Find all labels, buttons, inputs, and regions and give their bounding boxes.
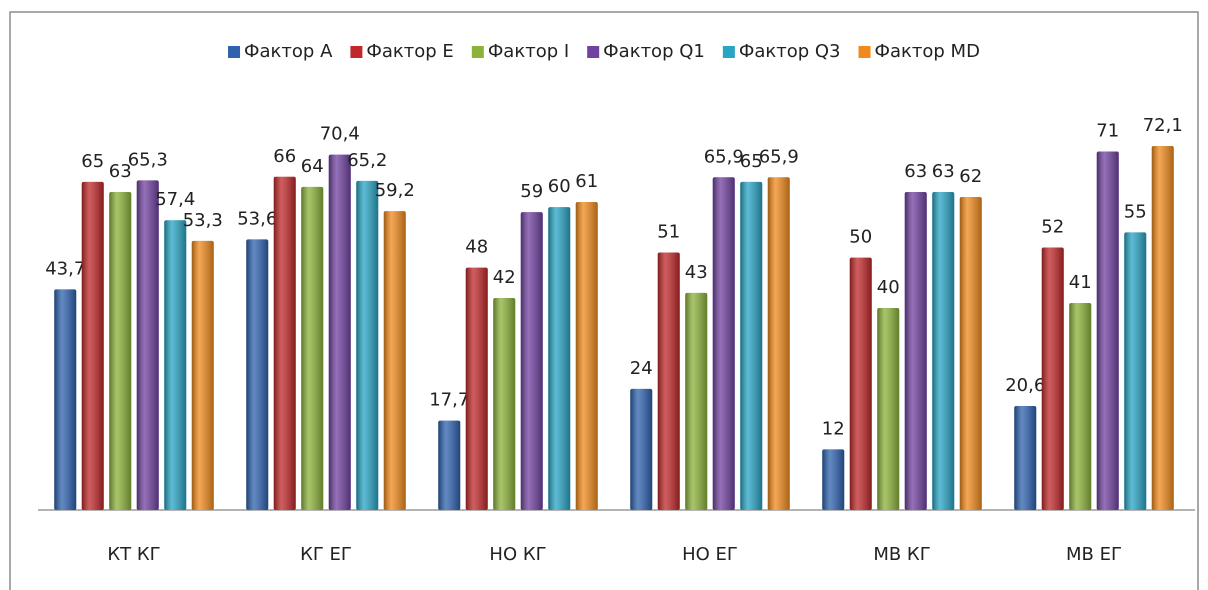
data-label: 70,4: [320, 124, 360, 145]
data-label: 55: [1124, 201, 1147, 222]
data-label: 65,9: [704, 146, 744, 167]
bar-shade: [493, 297, 516, 510]
legend-label: Фактор A: [244, 41, 333, 62]
bar-shade: [356, 180, 379, 510]
data-label: 12: [822, 418, 845, 439]
data-label: 53,6: [237, 208, 277, 229]
data-label: 65: [740, 151, 763, 172]
bar-shade: [273, 176, 296, 510]
data-label: 50: [849, 227, 872, 248]
data-label: 52: [1041, 216, 1064, 237]
data-label: 63: [932, 161, 955, 182]
bar-shade: [54, 289, 77, 510]
bar-shade: [932, 191, 955, 510]
bar-shade: [301, 186, 324, 511]
data-label: 65,9: [759, 146, 799, 167]
data-label: 65: [81, 151, 104, 172]
x-tick-label: НО ЕГ: [682, 544, 738, 565]
data-label: 41: [1069, 272, 1092, 293]
legend-marker: [228, 46, 241, 58]
bar-shade: [657, 252, 680, 510]
data-label: 63: [109, 161, 132, 182]
x-tick-label: НО КГ: [489, 544, 546, 565]
legend-label: Фактор E: [366, 41, 453, 62]
bar-shade: [164, 220, 187, 510]
data-label: 51: [657, 222, 680, 243]
data-label: 62: [959, 166, 982, 187]
x-tick-label: КГ ЕГ: [300, 544, 352, 565]
bar-shade: [685, 292, 708, 510]
data-label: 64: [301, 156, 324, 177]
bar-shade: [383, 211, 406, 510]
bar-shade: [630, 388, 653, 510]
bar-shade: [740, 181, 763, 510]
data-label: 17,7: [429, 390, 469, 411]
legend-marker: [858, 46, 871, 58]
data-label: 24: [630, 358, 653, 379]
legend-label: Фактор I: [488, 41, 569, 62]
bar-shade: [465, 267, 488, 510]
bar-shade: [767, 177, 790, 510]
bar-shade: [520, 212, 543, 510]
data-label: 63: [904, 161, 927, 182]
legend-marker: [471, 46, 484, 58]
bar-shade: [109, 191, 132, 510]
data-label: 42: [493, 267, 516, 288]
data-label: 60: [548, 176, 571, 197]
bar-shade: [1124, 232, 1147, 511]
bar-shade: [849, 257, 872, 510]
legend-label: Фактор Q1: [603, 41, 705, 62]
x-tick-label: МВ КГ: [873, 544, 930, 565]
bar-shade: [959, 196, 982, 510]
bar-shade: [438, 420, 461, 510]
bar-shade: [1151, 146, 1174, 510]
data-label: 48: [465, 237, 488, 258]
bar-shade: [575, 202, 598, 511]
data-label: 66: [273, 146, 296, 167]
bar-shade: [904, 191, 927, 510]
data-label: 59,2: [375, 180, 415, 201]
bar-shade: [1096, 151, 1119, 510]
data-label: 71: [1096, 121, 1119, 142]
bar-shade: [877, 308, 900, 510]
bar-shade: [1014, 406, 1037, 510]
data-label: 43,7: [45, 258, 85, 279]
data-label: 65,2: [347, 150, 387, 171]
data-label: 59: [520, 181, 543, 202]
data-label: 53,3: [183, 210, 223, 231]
data-label: 61: [575, 171, 598, 192]
legend-label: Фактор Q3: [739, 41, 841, 62]
legend-label: Фактор MD: [875, 41, 980, 62]
legend-marker: [587, 46, 600, 58]
bar-shade: [1041, 247, 1064, 511]
data-label: 72,1: [1143, 115, 1183, 136]
bar-shade: [1069, 303, 1092, 510]
bar-shade: [328, 154, 351, 510]
bar-shade: [136, 180, 159, 511]
legend-marker: [350, 46, 363, 58]
x-tick-label: КТ КГ: [107, 544, 160, 565]
bar-shade: [81, 181, 104, 510]
data-label: 57,4: [155, 189, 195, 210]
bar-shade: [548, 207, 571, 510]
legend-marker: [722, 46, 735, 58]
bar-shade: [246, 239, 269, 510]
data-label: 43: [685, 262, 708, 283]
data-label: 40: [877, 277, 900, 298]
data-label: 65,3: [128, 149, 168, 170]
x-tick-label: МВ ЕГ: [1066, 544, 1122, 565]
bar-shade: [822, 449, 845, 510]
data-label: 20,6: [1005, 375, 1045, 396]
bar-shade: [191, 240, 214, 510]
bar-shade: [712, 177, 735, 510]
